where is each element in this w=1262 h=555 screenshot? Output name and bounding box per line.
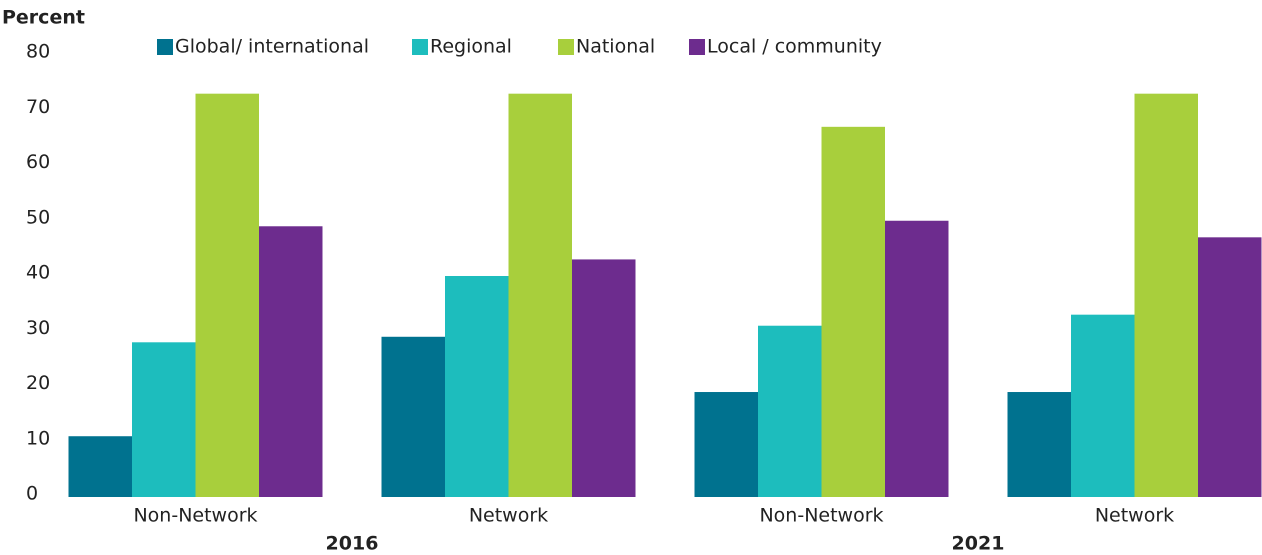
x-tick-label: Network [469, 505, 548, 527]
legend-swatch [157, 39, 173, 55]
legend-label: Local / community [707, 36, 882, 58]
y-axis-label: Percent [2, 7, 85, 29]
legend-label: National [576, 36, 655, 58]
y-tick-label: 30 [26, 317, 50, 339]
bar [1198, 237, 1262, 497]
bar [572, 259, 636, 497]
bar [381, 336, 445, 497]
x-tick-label: Non-Network [133, 505, 257, 527]
bar [132, 342, 196, 497]
x-tick-label: Non-Network [759, 505, 883, 527]
y-tick-label: 20 [26, 372, 50, 394]
bar [445, 276, 509, 497]
y-tick-label: 70 [26, 96, 50, 118]
y-tick-label: 80 [26, 41, 50, 63]
legend-swatch [558, 39, 574, 55]
bar [508, 93, 572, 498]
bar [1007, 392, 1071, 497]
bar [1071, 314, 1135, 497]
bar [821, 126, 885, 497]
bar [68, 436, 132, 497]
group-label: 2021 [952, 533, 1005, 555]
bar [694, 392, 758, 497]
bar [259, 226, 323, 497]
x-tick-label: Network [1095, 505, 1174, 527]
legend-label: Global/ international [175, 36, 369, 58]
bar [758, 325, 822, 497]
legend-swatch [412, 39, 428, 55]
group-label: 2016 [326, 533, 379, 555]
y-tick-label: 60 [26, 151, 50, 173]
y-tick-label: 0 [26, 483, 38, 505]
y-tick-label: 50 [26, 206, 50, 228]
y-tick-label: 10 [26, 427, 50, 449]
y-tick-label: 40 [26, 262, 50, 284]
legend-swatch [689, 39, 705, 55]
bar [885, 220, 949, 497]
legend-label: Regional [430, 36, 512, 58]
bar [1134, 93, 1198, 498]
bar [195, 93, 259, 498]
